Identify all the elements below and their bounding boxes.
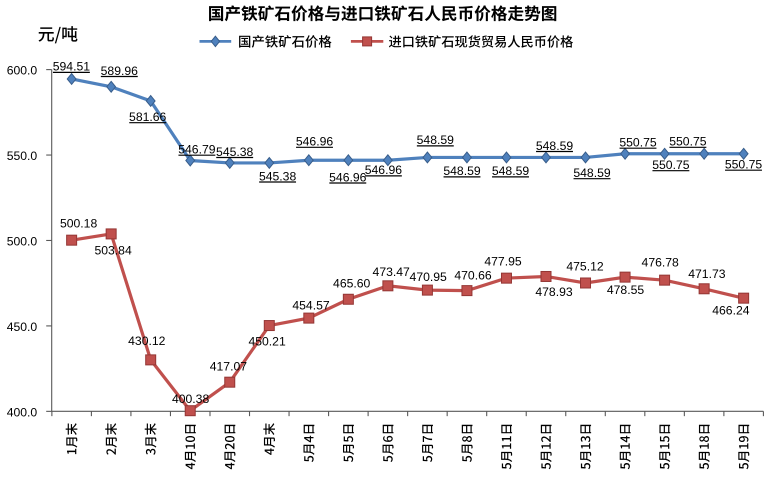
svg-text:466.24: 466.24	[712, 303, 749, 317]
svg-text:545.38: 545.38	[216, 145, 253, 159]
svg-text:454.57: 454.57	[292, 299, 329, 313]
svg-text:475.12: 475.12	[566, 260, 603, 274]
svg-text:581.66: 581.66	[129, 110, 166, 124]
svg-text:430.12: 430.12	[128, 334, 165, 348]
svg-text:503.84: 503.84	[94, 243, 131, 257]
svg-text:473.47: 473.47	[373, 265, 410, 279]
svg-text:548.59: 548.59	[536, 139, 573, 153]
svg-text:594.51: 594.51	[53, 60, 90, 74]
svg-text:550.75: 550.75	[669, 135, 706, 149]
svg-text:545.38: 545.38	[259, 169, 296, 183]
svg-text:546.96: 546.96	[296, 135, 333, 149]
svg-text:500.18: 500.18	[60, 217, 97, 231]
svg-text:546.96: 546.96	[329, 170, 366, 184]
svg-text:550.75: 550.75	[652, 158, 689, 172]
svg-text:450.0: 450.0	[7, 320, 38, 334]
svg-text:600.0: 600.0	[7, 64, 38, 78]
svg-text:500.0: 500.0	[7, 234, 38, 248]
svg-text:478.55: 478.55	[607, 283, 644, 297]
svg-text:470.66: 470.66	[454, 268, 491, 282]
svg-text:477.95: 477.95	[484, 255, 521, 269]
svg-text:550.0: 550.0	[7, 149, 38, 163]
svg-text:471.73: 471.73	[688, 267, 725, 281]
svg-text:476.78: 476.78	[642, 255, 679, 269]
svg-text:478.93: 478.93	[535, 285, 572, 299]
svg-text:470.95: 470.95	[410, 270, 447, 284]
svg-text:548.59: 548.59	[443, 164, 480, 178]
svg-text:400.38: 400.38	[172, 392, 209, 406]
svg-text:400.0: 400.0	[7, 405, 38, 419]
svg-text:465.60: 465.60	[333, 277, 370, 291]
svg-text:589.96: 589.96	[101, 64, 138, 78]
svg-text:450.21: 450.21	[248, 334, 285, 348]
svg-text:550.75: 550.75	[619, 136, 656, 150]
svg-text:546.96: 546.96	[365, 163, 402, 177]
svg-text:548.59: 548.59	[573, 166, 610, 180]
svg-text:548.59: 548.59	[492, 164, 529, 178]
svg-text:550.75: 550.75	[725, 158, 762, 172]
svg-text:417.07: 417.07	[210, 359, 247, 373]
svg-text:548.59: 548.59	[417, 133, 454, 147]
svg-text:546.79: 546.79	[178, 143, 215, 157]
